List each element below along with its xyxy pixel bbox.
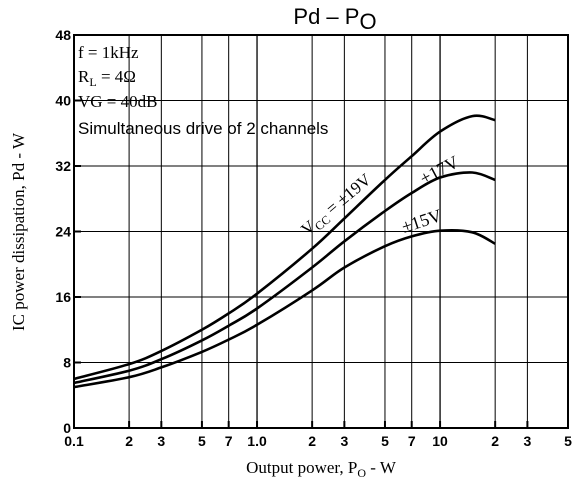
x-tick-label: 3 xyxy=(340,433,348,449)
series-line-2 xyxy=(73,229,496,389)
x-tick-label: 3 xyxy=(157,433,165,449)
condition-gain: VG = 40dB xyxy=(78,92,157,111)
series-label-19v: VCC = ±19V xyxy=(297,169,377,241)
x-tick-label: 2 xyxy=(308,433,316,449)
condition-load: RL = 4Ω xyxy=(78,67,136,89)
x-tick-label: 7 xyxy=(408,433,416,449)
condition-frequency: f = 1kHz xyxy=(78,43,139,62)
y-tick-label: 0 xyxy=(63,420,71,436)
condition-drive: Simultaneous drive of 2 channels xyxy=(78,119,328,138)
x-tick-label: 1.0 xyxy=(247,433,267,449)
y-tick-label: 40 xyxy=(55,93,71,109)
x-tick-label: 5 xyxy=(564,433,572,449)
x-axis-label: Output power, PO - W xyxy=(246,458,397,480)
series-line-1 xyxy=(73,171,496,385)
x-tick-label: 3 xyxy=(523,433,531,449)
x-tick-label: 2 xyxy=(125,433,133,449)
x-tick-label: 2 xyxy=(491,433,499,449)
x-tick-label: 5 xyxy=(381,433,389,449)
x-tick-label: 10 xyxy=(432,433,448,449)
x-tick-label: 5 xyxy=(198,433,206,449)
series-curves xyxy=(73,114,496,389)
chart-title: Pd – PO xyxy=(293,4,376,34)
x-tick-label: 7 xyxy=(225,433,233,449)
y-tick-label: 16 xyxy=(55,289,71,305)
y-axis-ticks: 0 8 16 24 32 40 48 xyxy=(55,27,81,436)
y-tick-label: 32 xyxy=(55,158,71,174)
x-axis-ticks: 0.1 2 3 5 7 1.0 2 3 5 7 10 2 3 5 xyxy=(64,421,572,449)
y-tick-label: 8 xyxy=(63,355,71,371)
y-axis-label: IC power dissipation, Pd - W xyxy=(9,132,28,331)
series-line-0 xyxy=(73,114,496,381)
y-tick-label: 48 xyxy=(55,27,71,43)
y-tick-label: 24 xyxy=(55,224,71,240)
x-tick-label: 0.1 xyxy=(64,433,84,449)
series-label-17v: ±17V xyxy=(416,152,461,189)
